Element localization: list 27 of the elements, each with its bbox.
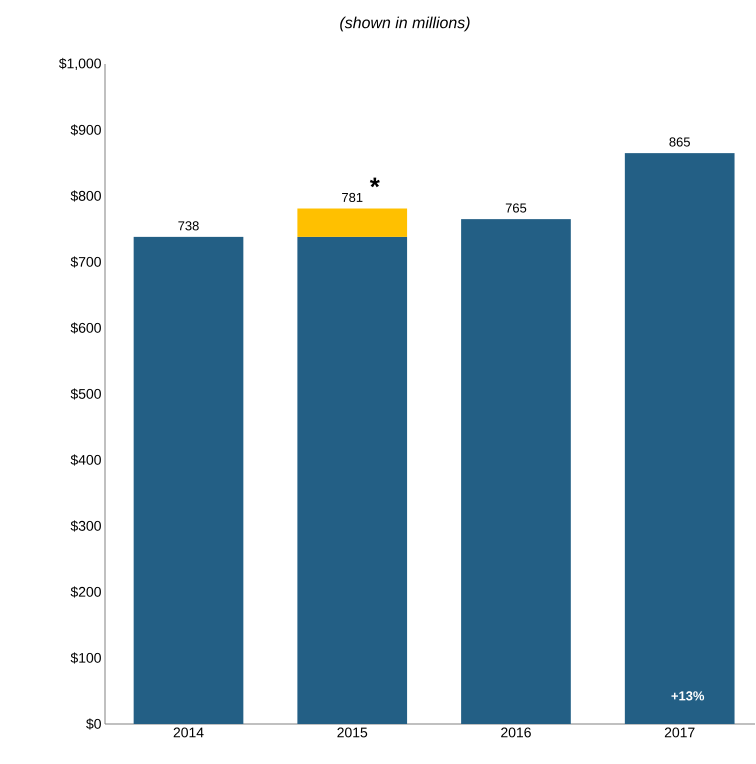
y-tick-label: $700 bbox=[70, 256, 102, 268]
total-label: 781 bbox=[342, 192, 363, 202]
annotation: +13% bbox=[672, 691, 704, 700]
y-tick-label: $400 bbox=[70, 454, 102, 466]
y-tick-label: $600 bbox=[70, 322, 102, 334]
y-tick-label: $800 bbox=[70, 190, 102, 202]
annotation: * bbox=[370, 178, 380, 188]
bar bbox=[134, 236, 244, 724]
y-tick-label: $500 bbox=[70, 388, 102, 400]
y-tick-label: $200 bbox=[70, 586, 102, 598]
bar bbox=[461, 219, 572, 724]
x-tick-label: 2015 bbox=[338, 728, 368, 738]
bar bbox=[625, 153, 735, 724]
y-tick-label: $1,000 bbox=[59, 58, 102, 70]
total-label: 865 bbox=[670, 137, 690, 147]
x-tick-label: 2016 bbox=[501, 728, 532, 738]
y-tick-label: $900 bbox=[70, 124, 102, 136]
x-tick-label: 2014 bbox=[174, 728, 204, 738]
chart-subtitle: (shown in millions) bbox=[340, 16, 470, 32]
bar bbox=[298, 208, 408, 237]
y-tick-label: $100 bbox=[70, 652, 102, 664]
total-label: 738 bbox=[178, 221, 199, 230]
x-tick-label: 2017 bbox=[665, 728, 695, 738]
bar bbox=[298, 236, 408, 724]
total-label: 765 bbox=[506, 203, 526, 213]
y-tick-label: $300 bbox=[70, 520, 102, 532]
y-tick-label: $0 bbox=[86, 718, 102, 730]
